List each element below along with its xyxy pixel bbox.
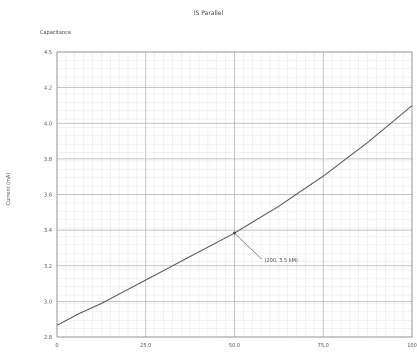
x-tick-label: 100 <box>407 343 417 349</box>
annotation-layer: (200, 3.5 kM) <box>233 231 298 264</box>
y-tick-label: 3.8 <box>44 157 52 163</box>
chart-title: IS Parallel <box>193 10 224 17</box>
legend-entry: Capacitance <box>40 30 71 36</box>
y-tick-label: 3.0 <box>44 299 52 305</box>
annotation-leader <box>234 232 262 260</box>
y-tick-label: 2.8 <box>44 335 52 341</box>
x-tick-label: 25.0 <box>140 343 151 349</box>
y-tick-label: 3.4 <box>44 228 52 234</box>
y-tick-label: 4.5 <box>44 50 52 56</box>
y-tick-label: 3.2 <box>44 264 52 270</box>
x-tick-labels: 0 25.0 50.0 75.0 100 <box>55 343 416 349</box>
y-tick-label: 3.6 <box>44 193 52 199</box>
major-grid <box>56 51 413 338</box>
plot-frame <box>56 51 413 338</box>
y-tick-label: 4.0 <box>44 121 52 127</box>
plot-frame-rect <box>56 51 413 338</box>
y-tick-labels: 2.8 3.0 3.2 3.4 3.6 3.8 4.0 4.2 4.5 <box>44 50 52 341</box>
x-tick-label: 0 <box>55 343 58 349</box>
x-tick-label: 75.0 <box>318 343 329 349</box>
annotation-label: (200, 3.5 kM) <box>265 258 298 264</box>
y-tick-label: 4.2 <box>44 86 52 92</box>
x-tick-label: 50.0 <box>229 343 240 349</box>
